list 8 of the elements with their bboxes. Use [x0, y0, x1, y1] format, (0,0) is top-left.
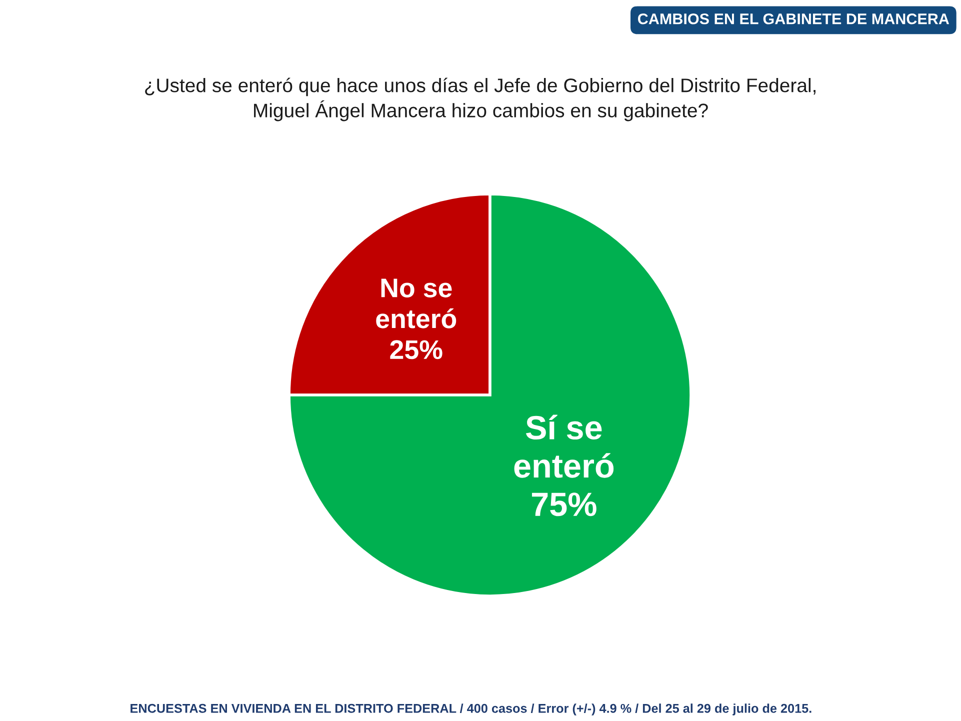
text: CAMBIOS EN EL GABINETE DE MANCERA	[638, 13, 950, 24]
slice-label: Sí se enteró	[514, 414, 614, 478]
chart-subtitle: ¿Usted se enteró que hace unos días el Jefe de Gobierno del Distrito Federal, Miguel Ángel Mancera hizo cambios en su gabinete?	[145, 78, 816, 122]
data-label: 25%	[390, 340, 442, 360]
data-label: 75%	[532, 492, 596, 516]
text: ENCUESTAS EN VIVIENDA EN EL DISTRITO FEDERAL / 400 casos / Error (+/-) 4.9 % / Del 25 al 29 de julio de 2015.	[130, 704, 812, 716]
slice-label: No se enteró	[376, 278, 456, 328]
pie-slice	[288, 192, 692, 598]
